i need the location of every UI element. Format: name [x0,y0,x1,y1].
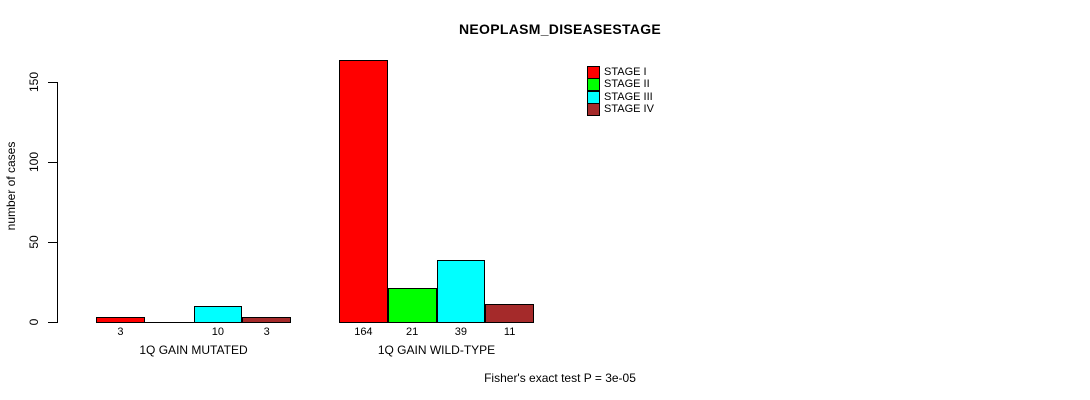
bar [387,288,437,323]
x-axis-group-label: 1Q GAIN WILD-TYPE [377,343,496,357]
x-axis-group-label: 1Q GAIN MUTATED [139,343,248,357]
bar [339,60,388,323]
bar-value-label: 21 [406,326,419,338]
y-axis-tick-label: 100 [27,151,41,173]
legend-label: STAGE II [604,78,650,91]
chart-title: NEOPLASM_DISEASESTAGE [458,21,662,37]
legend-row: STAGE III [587,90,653,104]
legend-label: STAGE IV [604,103,654,116]
bar-value-label: 39 [454,326,467,338]
bar-value-label: 10 [211,326,224,338]
bar [436,260,486,323]
legend-swatch-icon [587,66,600,79]
legend-row: STAGE II [587,78,650,92]
y-axis-line [57,82,58,323]
bar-value-label: 3 [117,326,124,338]
legend-swatch-icon [587,90,600,104]
bar-value-label: 3 [263,326,270,338]
bar [242,317,291,323]
bar-value-label: 164 [354,326,373,338]
bar [96,317,145,323]
legend-label: STAGE III [604,90,653,103]
legend-label: STAGE I [604,66,647,78]
y-axis-label: number of cases [4,141,18,231]
legend-swatch-icon [587,78,600,92]
bar [193,306,243,323]
legend-swatch-icon [587,103,600,117]
footnote-text: Fisher's exact test P = 3e-05 [484,371,636,385]
y-axis-tick-label: 0 [27,318,41,326]
y-axis-tick-label: 150 [27,71,41,93]
legend-row: STAGE IV [587,103,654,117]
y-axis-tick [48,322,57,323]
y-axis-tick [48,242,57,243]
bar-value-label: 11 [503,326,516,338]
legend-row: STAGE I [587,66,647,79]
y-axis-tick [48,162,57,163]
y-axis-tick [48,82,57,83]
bar [485,304,534,323]
y-axis-tick-label: 50 [27,235,41,249]
